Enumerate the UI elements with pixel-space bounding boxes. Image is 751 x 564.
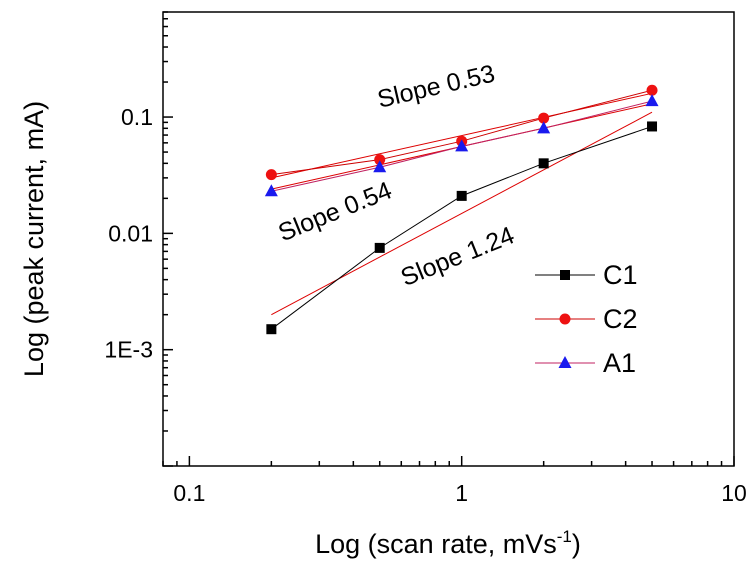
legend-label: C2 — [603, 304, 638, 334]
y-tick-label: 0.1 — [121, 104, 153, 130]
data-point-c1 — [538, 158, 549, 169]
ticks: 0.1 1 10 1E-3 0.01 0.1 — [104, 11, 747, 506]
slope-annotation: Slope 1.24 — [397, 221, 518, 292]
data-point-c1 — [647, 121, 658, 132]
x-axis-title-main: Log (scan rate, mVs — [315, 529, 557, 559]
slope-annotation: Slope 0.53 — [375, 60, 498, 114]
data-point-c2 — [646, 84, 658, 96]
legend-marker-c1 — [560, 270, 570, 280]
data-point-a1 — [373, 160, 387, 173]
series — [264, 84, 659, 335]
fit-line — [271, 111, 653, 316]
series-line-c2 — [271, 89, 653, 176]
data-point-a1 — [537, 121, 551, 134]
data-point-c2 — [374, 154, 386, 166]
data-point-c1 — [266, 324, 277, 335]
y-tick-label: 0.01 — [108, 220, 153, 246]
data-point-a1 — [264, 184, 278, 197]
x-axis-title-sup: -1 — [557, 527, 572, 546]
data-point-c1 — [456, 190, 467, 201]
data-point-c1 — [374, 242, 385, 253]
legend-label: A1 — [603, 348, 636, 378]
data-point-c2 — [265, 169, 277, 181]
legend: C1 C2 A1 — [535, 260, 638, 378]
y-tick-label: 1E-3 — [104, 337, 153, 363]
x-axis-title: Log (scan rate, mVs-1) — [315, 527, 581, 559]
y-axis-title: Log (peak current, mA) — [19, 101, 49, 377]
data-point-a1 — [455, 139, 469, 152]
fit-line — [271, 92, 653, 179]
legend-marker-a1 — [558, 356, 572, 368]
legend-label: C1 — [603, 260, 638, 290]
x-tick-label: 0.1 — [173, 480, 205, 506]
x-axis-title-close: ) — [572, 529, 581, 559]
x-tick-label: 1 — [455, 480, 468, 506]
x-tick-label: 10 — [721, 480, 747, 506]
data-point-c2 — [538, 112, 550, 124]
data-point-a1 — [645, 94, 659, 107]
legend-marker-c2 — [559, 313, 571, 325]
